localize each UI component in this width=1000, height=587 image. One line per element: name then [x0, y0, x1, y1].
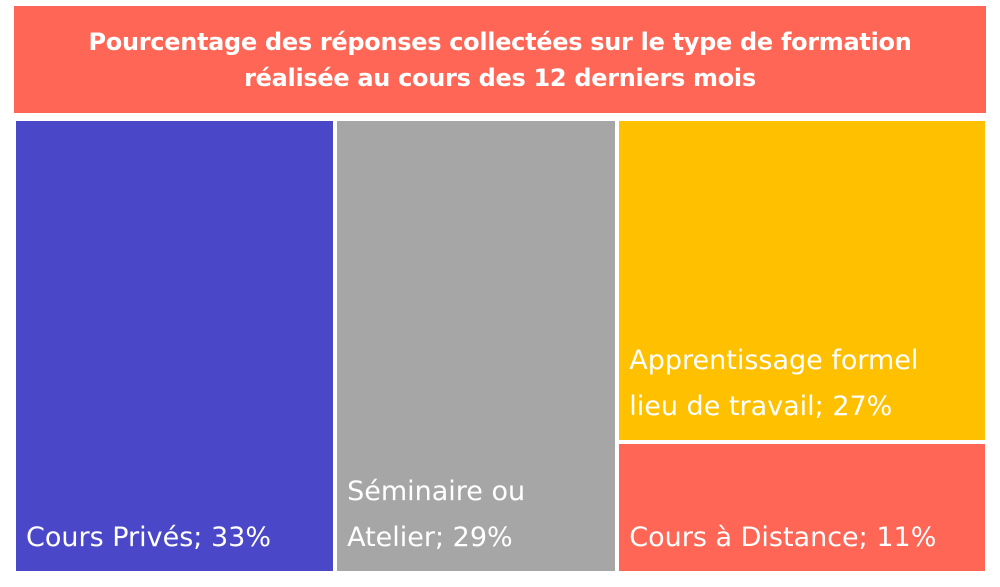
tile-apprentissage-formel-label-line: lieu de travail; 27%	[629, 390, 893, 422]
tile-apprentissage-formel: Apprentissage formel lieu de travail; 27%	[617, 119, 987, 442]
tile-cours-distance-label: Cours à Distance; 11%	[629, 515, 977, 561]
tile-seminaire-atelier-label: Séminaire ou Atelier; 29%	[347, 469, 607, 561]
tile-cours-prives-label-line: Cours Privés; 33%	[26, 522, 271, 553]
tile-cours-distance: Cours à Distance; 11%	[617, 441, 987, 573]
tile-apprentissage-formel-label-line: Apprentissage formel	[629, 344, 919, 376]
tile-cours-prives: Cours Privés; 33%	[14, 119, 336, 573]
chart-title-line-1: Pourcentage des réponses collectées sur …	[88, 27, 912, 56]
tile-cours-distance-label-line: Cours à Distance; 11%	[629, 521, 937, 553]
tile-seminaire-atelier-label-line: Atelier; 29%	[347, 522, 513, 553]
chart-title: Pourcentage des réponses collectées sur …	[14, 6, 986, 113]
tile-apprentissage-formel-label: Apprentissage formel lieu de travail; 27%	[629, 338, 977, 430]
tile-seminaire-atelier: Séminaire ou Atelier; 29%	[335, 119, 618, 573]
treemap-area: Cours Privés; 33% Séminaire ou Atelier; 29…	[14, 119, 987, 573]
tile-seminaire-atelier-label-line: Séminaire ou	[347, 476, 526, 507]
chart-title-line-2: réalisée au cours des 12 derniers mois	[244, 63, 756, 92]
tile-cours-prives-label: Cours Privés; 33%	[26, 515, 325, 561]
